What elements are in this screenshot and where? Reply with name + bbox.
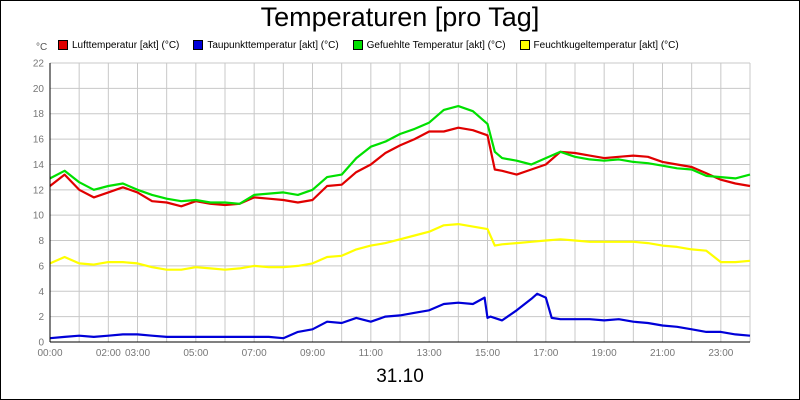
grid [49,62,751,343]
date-label: 31.10 [376,366,424,387]
y-tick-label: 0 [38,338,44,349]
legend-label-gefuehlte-temperatur: Gefuehlte Temperatur [akt] (°C) [366,39,506,51]
y-tick-label: 18 [33,109,45,120]
chart-title: Temperaturen [pro Tag] [260,2,540,32]
series-lines [49,104,751,340]
x-tick-label: 17:00 [533,348,558,359]
legend-label-lufttemperatur: Lufttemperatur [akt] (°C) [72,39,180,51]
legend-item-feuchtkugeltemperatur: Feuchtkugeltemperatur [akt] (°C) [519,38,679,52]
x-tick-label: 09:00 [300,348,325,359]
x-tick-label: 19:00 [592,348,617,359]
x-tick-label: 00:00 [37,348,62,359]
y-tick-label: 14 [33,160,45,171]
x-tick-label: 05:00 [183,348,208,359]
legend-item-lufttemperatur: Lufttemperatur [akt] (°C) [58,38,179,52]
y-tick-label: 12 [33,185,45,196]
x-tick-label: 11:00 [359,348,384,359]
x-tick-label: 23:00 [708,348,733,359]
x-tick-label: 15:00 [475,348,500,359]
x-tick-label: 03:00 [125,348,150,359]
y-tick-label: 20 [33,84,45,95]
y-tick-label: 22 [33,59,45,70]
legend-swatch-feuchtkugeltemperatur [519,40,530,50]
tick-labels: 0 2 4 6 8 10 12 14 16 18 20 22 00:00 02:00 03:00 05:00 0… [33,59,734,360]
y-tick-label: 16 [33,135,45,146]
series-line-lufttemperatur [49,126,751,208]
legend-item-gefuehlte-temperatur: Gefuehlte Temperatur [akt] (°C) [352,38,506,52]
y-tick-label: 6 [38,261,44,272]
series-line-feuchtkugeltemperatur [49,223,751,271]
series-line-gefuehlte-temperatur [49,104,751,205]
legend: Lufttemperatur [akt] (°C) Taupunkttemper… [58,38,679,52]
legend-item-taupunkttemperatur: Taupunkttemperatur [akt] (°C) [193,38,339,52]
y-tick-label: 2 [38,312,44,323]
legend-swatch-gefuehlte-temperatur [352,40,363,50]
series-line-taupunkttemperatur [49,292,751,340]
y-tick-label: 4 [38,287,44,298]
x-tick-label: 21:00 [650,348,675,359]
y-axis-unit-label: °C [36,42,48,53]
legend-swatch-taupunkttemperatur [193,40,204,50]
x-tick-label: 02:00 [96,348,121,359]
y-tick-label: 8 [38,236,44,247]
legend-label-feuchtkugeltemperatur: Feuchtkugeltemperatur [akt] (°C) [533,39,679,51]
axes [49,63,750,343]
x-tick-label: 07:00 [242,348,267,359]
legend-label-taupunkttemperatur: Taupunkttemperatur [akt] (°C) [207,39,339,51]
legend-swatch-lufttemperatur [58,40,68,50]
x-tick-label: 13:00 [417,348,442,359]
y-tick-label: 10 [33,211,45,222]
